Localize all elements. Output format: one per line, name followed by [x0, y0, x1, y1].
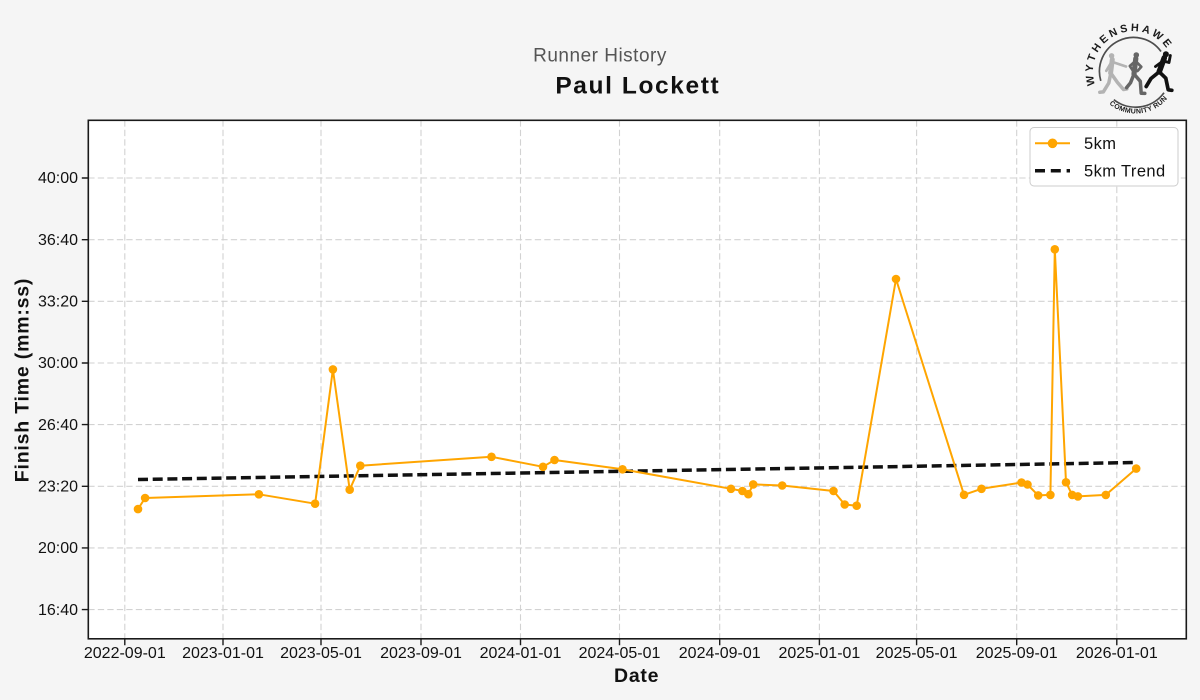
svg-text:33:20: 33:20 — [38, 294, 78, 311]
svg-text:Runner History: Runner History — [533, 46, 667, 67]
svg-text:2024-01-01: 2024-01-01 — [480, 645, 562, 662]
svg-text:2025-01-01: 2025-01-01 — [778, 645, 860, 662]
svg-text:20:00: 20:00 — [38, 540, 78, 557]
svg-text:26:40: 26:40 — [38, 417, 78, 434]
svg-text:16:40: 16:40 — [38, 602, 78, 619]
svg-text:2025-05-01: 2025-05-01 — [876, 645, 958, 662]
svg-text:2024-05-01: 2024-05-01 — [579, 645, 661, 662]
svg-text:2025-09-01: 2025-09-01 — [976, 645, 1058, 662]
svg-text:2023-09-01: 2023-09-01 — [380, 645, 462, 662]
svg-text:23:20: 23:20 — [38, 479, 78, 496]
svg-text:2022-09-01: 2022-09-01 — [84, 645, 166, 662]
svg-text:2023-01-01: 2023-01-01 — [182, 645, 264, 662]
svg-text:40:00: 40:00 — [38, 170, 78, 187]
svg-text:2023-05-01: 2023-05-01 — [280, 645, 362, 662]
svg-text:Date: Date — [614, 665, 659, 687]
svg-text:5km: 5km — [1084, 135, 1116, 153]
svg-text:5km Trend: 5km Trend — [1084, 163, 1166, 181]
svg-text:2024-09-01: 2024-09-01 — [679, 645, 761, 662]
svg-text:Paul Lockett: Paul Lockett — [555, 73, 720, 100]
svg-text:36:40: 36:40 — [38, 232, 78, 249]
svg-text:Finish Time (mm:ss): Finish Time (mm:ss) — [12, 278, 34, 482]
svg-text:30:00: 30:00 — [38, 355, 78, 372]
svg-text:2026-01-01: 2026-01-01 — [1076, 645, 1158, 662]
